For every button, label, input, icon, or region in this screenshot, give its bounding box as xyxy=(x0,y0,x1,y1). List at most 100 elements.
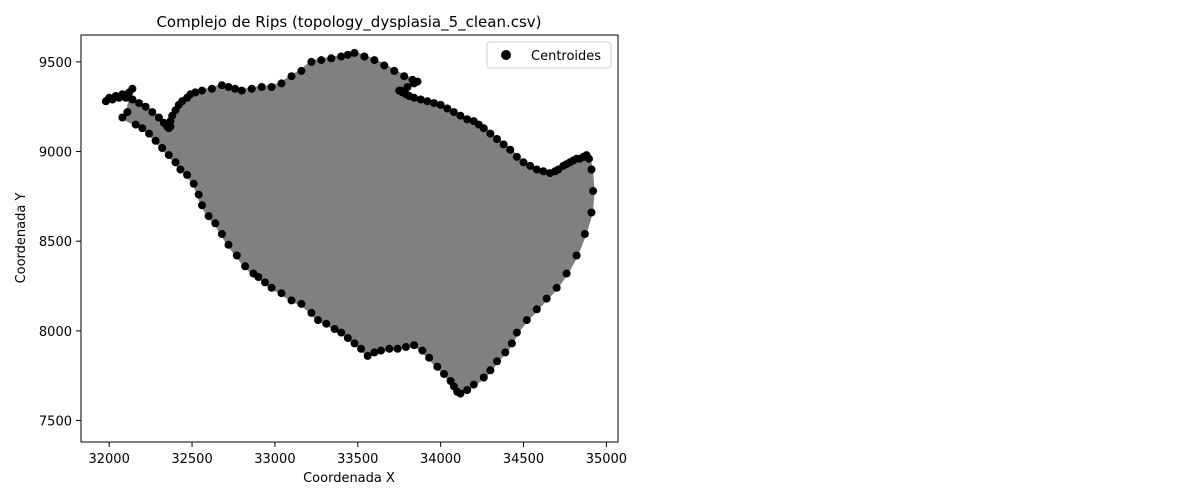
centroid-point xyxy=(499,140,508,149)
centroid-point xyxy=(267,283,276,292)
centroid-point xyxy=(297,299,306,308)
y-tick-label: 7500 xyxy=(39,414,72,429)
centroid-point xyxy=(587,208,596,217)
centroid-point xyxy=(287,72,296,81)
chart-title: Complejo de Rips (topology_dysplasia_5_c… xyxy=(156,13,541,32)
centroid-point xyxy=(380,61,389,70)
centroid-point xyxy=(418,346,427,355)
centroid-point xyxy=(237,86,246,95)
centroid-point xyxy=(519,158,528,167)
centroid-point xyxy=(159,118,168,127)
centroid-point xyxy=(370,348,379,357)
legend-label-centroides: Centroides xyxy=(531,49,601,64)
centroid-point xyxy=(443,104,452,113)
x-tick-label: 32500 xyxy=(171,452,212,467)
centroid-point xyxy=(108,95,117,104)
centroid-point xyxy=(198,86,206,95)
centroid-point xyxy=(141,102,150,111)
centroid-point xyxy=(277,79,286,88)
centroid-point xyxy=(456,389,465,398)
y-tick-label: 8500 xyxy=(39,235,72,250)
x-tick-label: 33500 xyxy=(337,452,378,467)
centroid-point xyxy=(297,66,306,75)
centroid-point xyxy=(589,187,598,195)
centroid-point xyxy=(207,84,216,93)
centroid-point xyxy=(416,95,425,104)
centroid-point xyxy=(254,273,263,281)
plot-frame xyxy=(80,34,619,443)
centroid-point xyxy=(176,165,185,174)
x-axis-label: Coordenada X xyxy=(303,471,395,486)
centroid-point xyxy=(408,75,417,84)
centroid-point xyxy=(430,99,438,108)
centroid-point xyxy=(314,316,322,325)
centroid-point xyxy=(526,161,535,170)
centroid-point xyxy=(532,305,541,314)
centroid-point xyxy=(370,56,379,65)
centroid-point xyxy=(532,165,541,174)
centroid-point xyxy=(522,316,531,325)
centroid-point xyxy=(393,344,402,353)
centroid-point xyxy=(128,84,137,93)
centroid-point xyxy=(232,251,241,260)
centroid-point xyxy=(440,369,448,378)
centroid-point xyxy=(493,135,501,143)
centroid-point xyxy=(507,339,516,348)
legend-frame xyxy=(486,41,612,69)
centroid-point xyxy=(287,296,296,305)
y-tick-label: 9500 xyxy=(39,56,72,71)
centroid-point xyxy=(357,344,366,353)
centroid-point xyxy=(350,48,359,57)
x-tick-label: 35000 xyxy=(586,452,627,467)
centroid-point xyxy=(580,230,589,238)
centroid-point xyxy=(433,362,442,371)
centroid-point xyxy=(267,83,276,91)
centroid-point xyxy=(410,341,419,350)
y-axis-label: Coordenada Y xyxy=(14,193,29,284)
centroid-point xyxy=(436,100,445,109)
centroid-point xyxy=(307,308,316,317)
centroid-point xyxy=(343,334,352,342)
centroid-point xyxy=(506,145,515,154)
centroid-point xyxy=(501,348,510,357)
centroid-point xyxy=(135,99,143,108)
centroid-point xyxy=(363,351,372,360)
centroid-point xyxy=(479,373,488,382)
y-tick-label: 9000 xyxy=(39,146,72,161)
centroid-point xyxy=(469,380,478,389)
centroid-point xyxy=(118,113,127,122)
centroid-point xyxy=(572,251,581,260)
centroid-points xyxy=(101,48,598,398)
centroid-point xyxy=(552,283,561,292)
centroid-point xyxy=(121,93,130,102)
centroid-point xyxy=(327,54,336,63)
centroid-point xyxy=(562,269,571,278)
centroid-point xyxy=(277,289,286,298)
centroid-point xyxy=(385,344,394,353)
centroid-point xyxy=(224,240,233,249)
centroid-point xyxy=(183,170,192,179)
centroid-point xyxy=(449,108,458,117)
centroid-point xyxy=(224,83,233,91)
centroid-point xyxy=(463,115,472,124)
centroid-point xyxy=(148,108,157,117)
centroid-point xyxy=(198,201,206,210)
x-axis: 32000 32500 33000 33500 34000 34500 35000 xyxy=(88,442,627,467)
centroid-point xyxy=(390,66,399,75)
centroid-point xyxy=(204,212,213,221)
centroid-point xyxy=(231,84,240,93)
centroid-point xyxy=(403,83,412,91)
centroid-point xyxy=(115,93,124,102)
centroid-point xyxy=(257,83,266,91)
centroid-point xyxy=(542,294,551,303)
x-tick-label: 34000 xyxy=(420,452,461,467)
centroid-point xyxy=(217,81,226,90)
centroid-point xyxy=(317,56,326,65)
centroid-point xyxy=(456,111,465,120)
centroid-point xyxy=(330,325,339,333)
centroid-point xyxy=(131,120,140,129)
centroid-point xyxy=(425,353,434,362)
y-axis: 7500 8000 8500 9000 9500 xyxy=(39,56,81,429)
